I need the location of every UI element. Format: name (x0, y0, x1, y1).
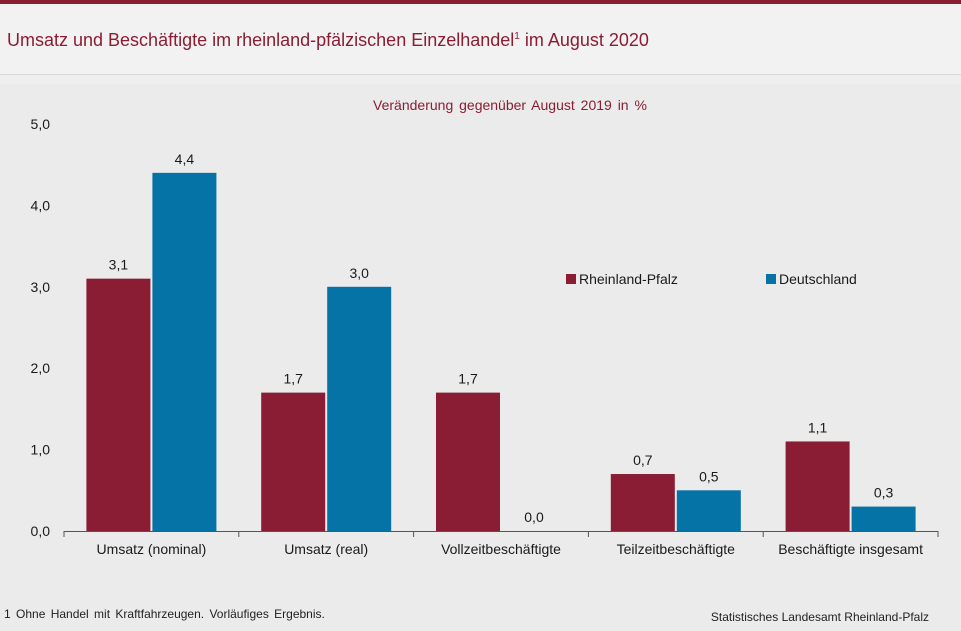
bar-deutschland (152, 172, 217, 531)
y-tick-label: 5,0 (31, 116, 51, 132)
legend-swatch-rheinland-pfalz (566, 274, 576, 284)
y-tick-label: 2,0 (31, 360, 51, 376)
chart-subtitle: Veränderung gegenüber August 2019 in % (373, 97, 647, 113)
legend-label: Deutschland (779, 271, 857, 287)
bar-deutschland (327, 286, 392, 531)
x-tick-label: Vollzeitbeschäftigte (441, 541, 561, 557)
y-tick-label: 4,0 (31, 197, 51, 213)
title-text: Umsatz und Beschäftigte im rheinland-pfä… (7, 30, 515, 50)
page-title: Umsatz und Beschäftigte im rheinland-pfä… (7, 30, 649, 51)
y-tick-label: 3,0 (31, 279, 51, 295)
header: Umsatz und Beschäftigte im rheinland-pfä… (0, 4, 961, 75)
title-footnote-marker: 1 (514, 31, 520, 42)
x-tick-label: Teilzeitbeschäftigte (617, 541, 736, 557)
footnote: 1 Ohne Handel mit Kraftfahrzeugen. Vorlä… (4, 607, 325, 621)
data-label: 3,1 (109, 257, 129, 273)
title-suffix: im August 2020 (519, 30, 649, 50)
x-tick-label: Umsatz (real) (284, 541, 368, 557)
data-label: 0,5 (699, 468, 719, 484)
x-tick-label: Beschäftigte insgesamt (778, 541, 923, 557)
source-credit: Statistisches Landesamt Rheinland-Pfalz (710, 610, 929, 624)
bar-deutschland (851, 506, 916, 531)
data-label: 1,7 (458, 371, 478, 387)
top-accent-bar (0, 0, 961, 4)
bar-rheinland-pfalz (610, 474, 675, 531)
bar-rheinland-pfalz (436, 392, 500, 531)
bar-rheinland-pfalz (86, 278, 151, 531)
legend-label: Rheinland-Pfalz (579, 271, 678, 287)
legend-swatch-deutschland (766, 274, 776, 284)
data-label: 0,0 (524, 509, 544, 525)
bar-rheinland-pfalz (261, 392, 326, 531)
bar-rheinland-pfalz (785, 441, 850, 531)
bar-deutschland (676, 490, 741, 531)
data-label: 1,1 (808, 419, 828, 435)
data-label: 0,7 (633, 452, 653, 468)
data-label: 0,3 (874, 485, 894, 501)
x-tick-label: Umsatz (nominal) (97, 541, 207, 557)
data-label: 3,0 (349, 265, 369, 281)
y-tick-label: 1,0 (31, 442, 51, 458)
data-label: 1,7 (283, 371, 303, 387)
y-tick-label: 0,0 (31, 523, 51, 539)
data-label: 4,4 (175, 151, 195, 167)
